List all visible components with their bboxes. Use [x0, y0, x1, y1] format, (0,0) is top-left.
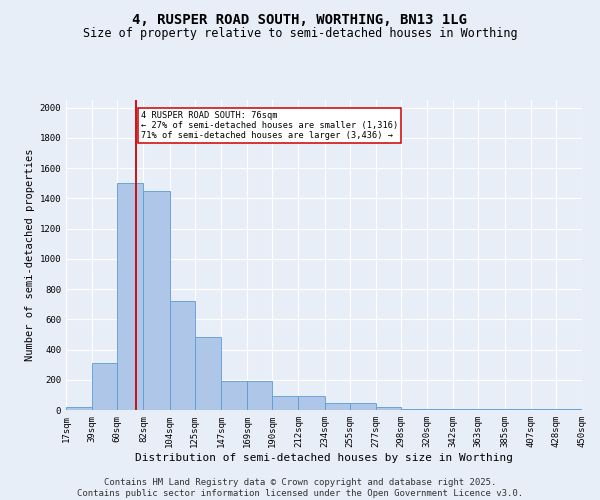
Bar [376, 407, 401, 410]
Bar [195, 336, 221, 410]
Y-axis label: Number of semi-detached properties: Number of semi-detached properties [25, 149, 35, 361]
Bar [298, 396, 325, 410]
Text: 4, RUSPER ROAD SOUTH, WORTHING, BN13 1LG: 4, RUSPER ROAD SOUTH, WORTHING, BN13 1LG [133, 12, 467, 26]
Bar [117, 183, 143, 410]
Bar [221, 380, 247, 410]
Bar [170, 301, 195, 410]
Bar [272, 396, 298, 410]
Bar [92, 363, 117, 410]
Bar [556, 409, 582, 410]
Text: 4 RUSPER ROAD SOUTH: 76sqm
← 27% of semi-detached houses are smaller (1,316)
71%: 4 RUSPER ROAD SOUTH: 76sqm ← 27% of semi… [141, 110, 398, 140]
X-axis label: Distribution of semi-detached houses by size in Worthing: Distribution of semi-detached houses by … [135, 452, 513, 462]
Bar [325, 403, 350, 410]
Bar [247, 380, 272, 410]
Bar [350, 403, 376, 410]
Bar [505, 409, 531, 410]
Bar [66, 407, 92, 410]
Text: Size of property relative to semi-detached houses in Worthing: Size of property relative to semi-detach… [83, 28, 517, 40]
Bar [427, 409, 453, 410]
Bar [478, 409, 505, 410]
Bar [143, 190, 170, 410]
Bar [401, 409, 427, 410]
Bar [531, 409, 556, 410]
Text: Contains HM Land Registry data © Crown copyright and database right 2025.
Contai: Contains HM Land Registry data © Crown c… [77, 478, 523, 498]
Bar [453, 409, 478, 410]
